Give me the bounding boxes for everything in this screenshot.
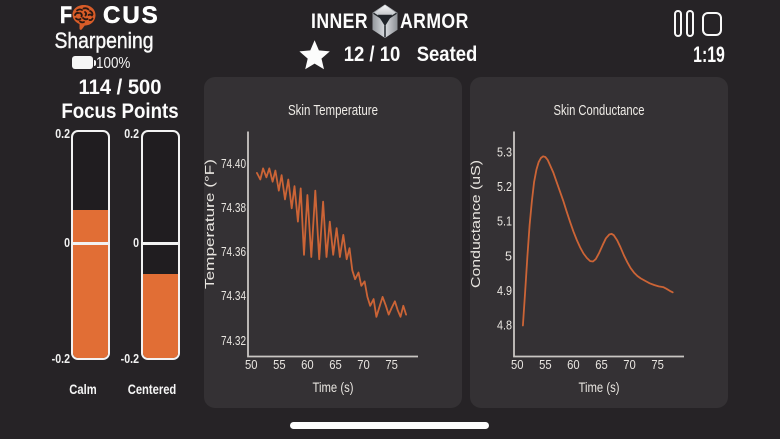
svg-text:Skin Temperature: Skin Temperature	[288, 102, 378, 119]
svg-text:Time (s): Time (s)	[579, 380, 620, 395]
svg-text:5.2: 5.2	[497, 180, 512, 194]
svg-text:5.1: 5.1	[497, 215, 512, 229]
svg-text:50: 50	[511, 358, 524, 372]
svg-text:4.9: 4.9	[497, 284, 512, 298]
svg-text:70: 70	[623, 358, 636, 372]
svg-text:74.40: 74.40	[221, 157, 246, 171]
svg-text:55: 55	[273, 358, 286, 372]
svg-text:60: 60	[567, 358, 580, 372]
svg-text:Conductance (uS): Conductance (uS)	[470, 160, 483, 288]
svg-text:74.34: 74.34	[221, 289, 246, 303]
svg-text:75: 75	[651, 358, 664, 372]
svg-text:4.8: 4.8	[497, 319, 512, 333]
svg-text:70: 70	[357, 358, 370, 372]
svg-text:74.36: 74.36	[221, 245, 246, 259]
svg-text:Time (s): Time (s)	[313, 380, 354, 395]
svg-text:5.3: 5.3	[497, 146, 512, 160]
svg-text:75: 75	[385, 358, 398, 372]
svg-text:65: 65	[595, 358, 608, 372]
svg-text:5: 5	[505, 250, 512, 264]
svg-text:55: 55	[539, 358, 552, 372]
svg-text:65: 65	[329, 358, 342, 372]
svg-text:60: 60	[301, 358, 314, 372]
svg-text:50: 50	[245, 358, 258, 372]
svg-text:Skin Conductance: Skin Conductance	[554, 102, 645, 119]
svg-text:Temperature (°F): Temperature (°F)	[204, 159, 217, 289]
svg-text:74.38: 74.38	[221, 201, 246, 215]
svg-text:74.32: 74.32	[221, 334, 246, 348]
